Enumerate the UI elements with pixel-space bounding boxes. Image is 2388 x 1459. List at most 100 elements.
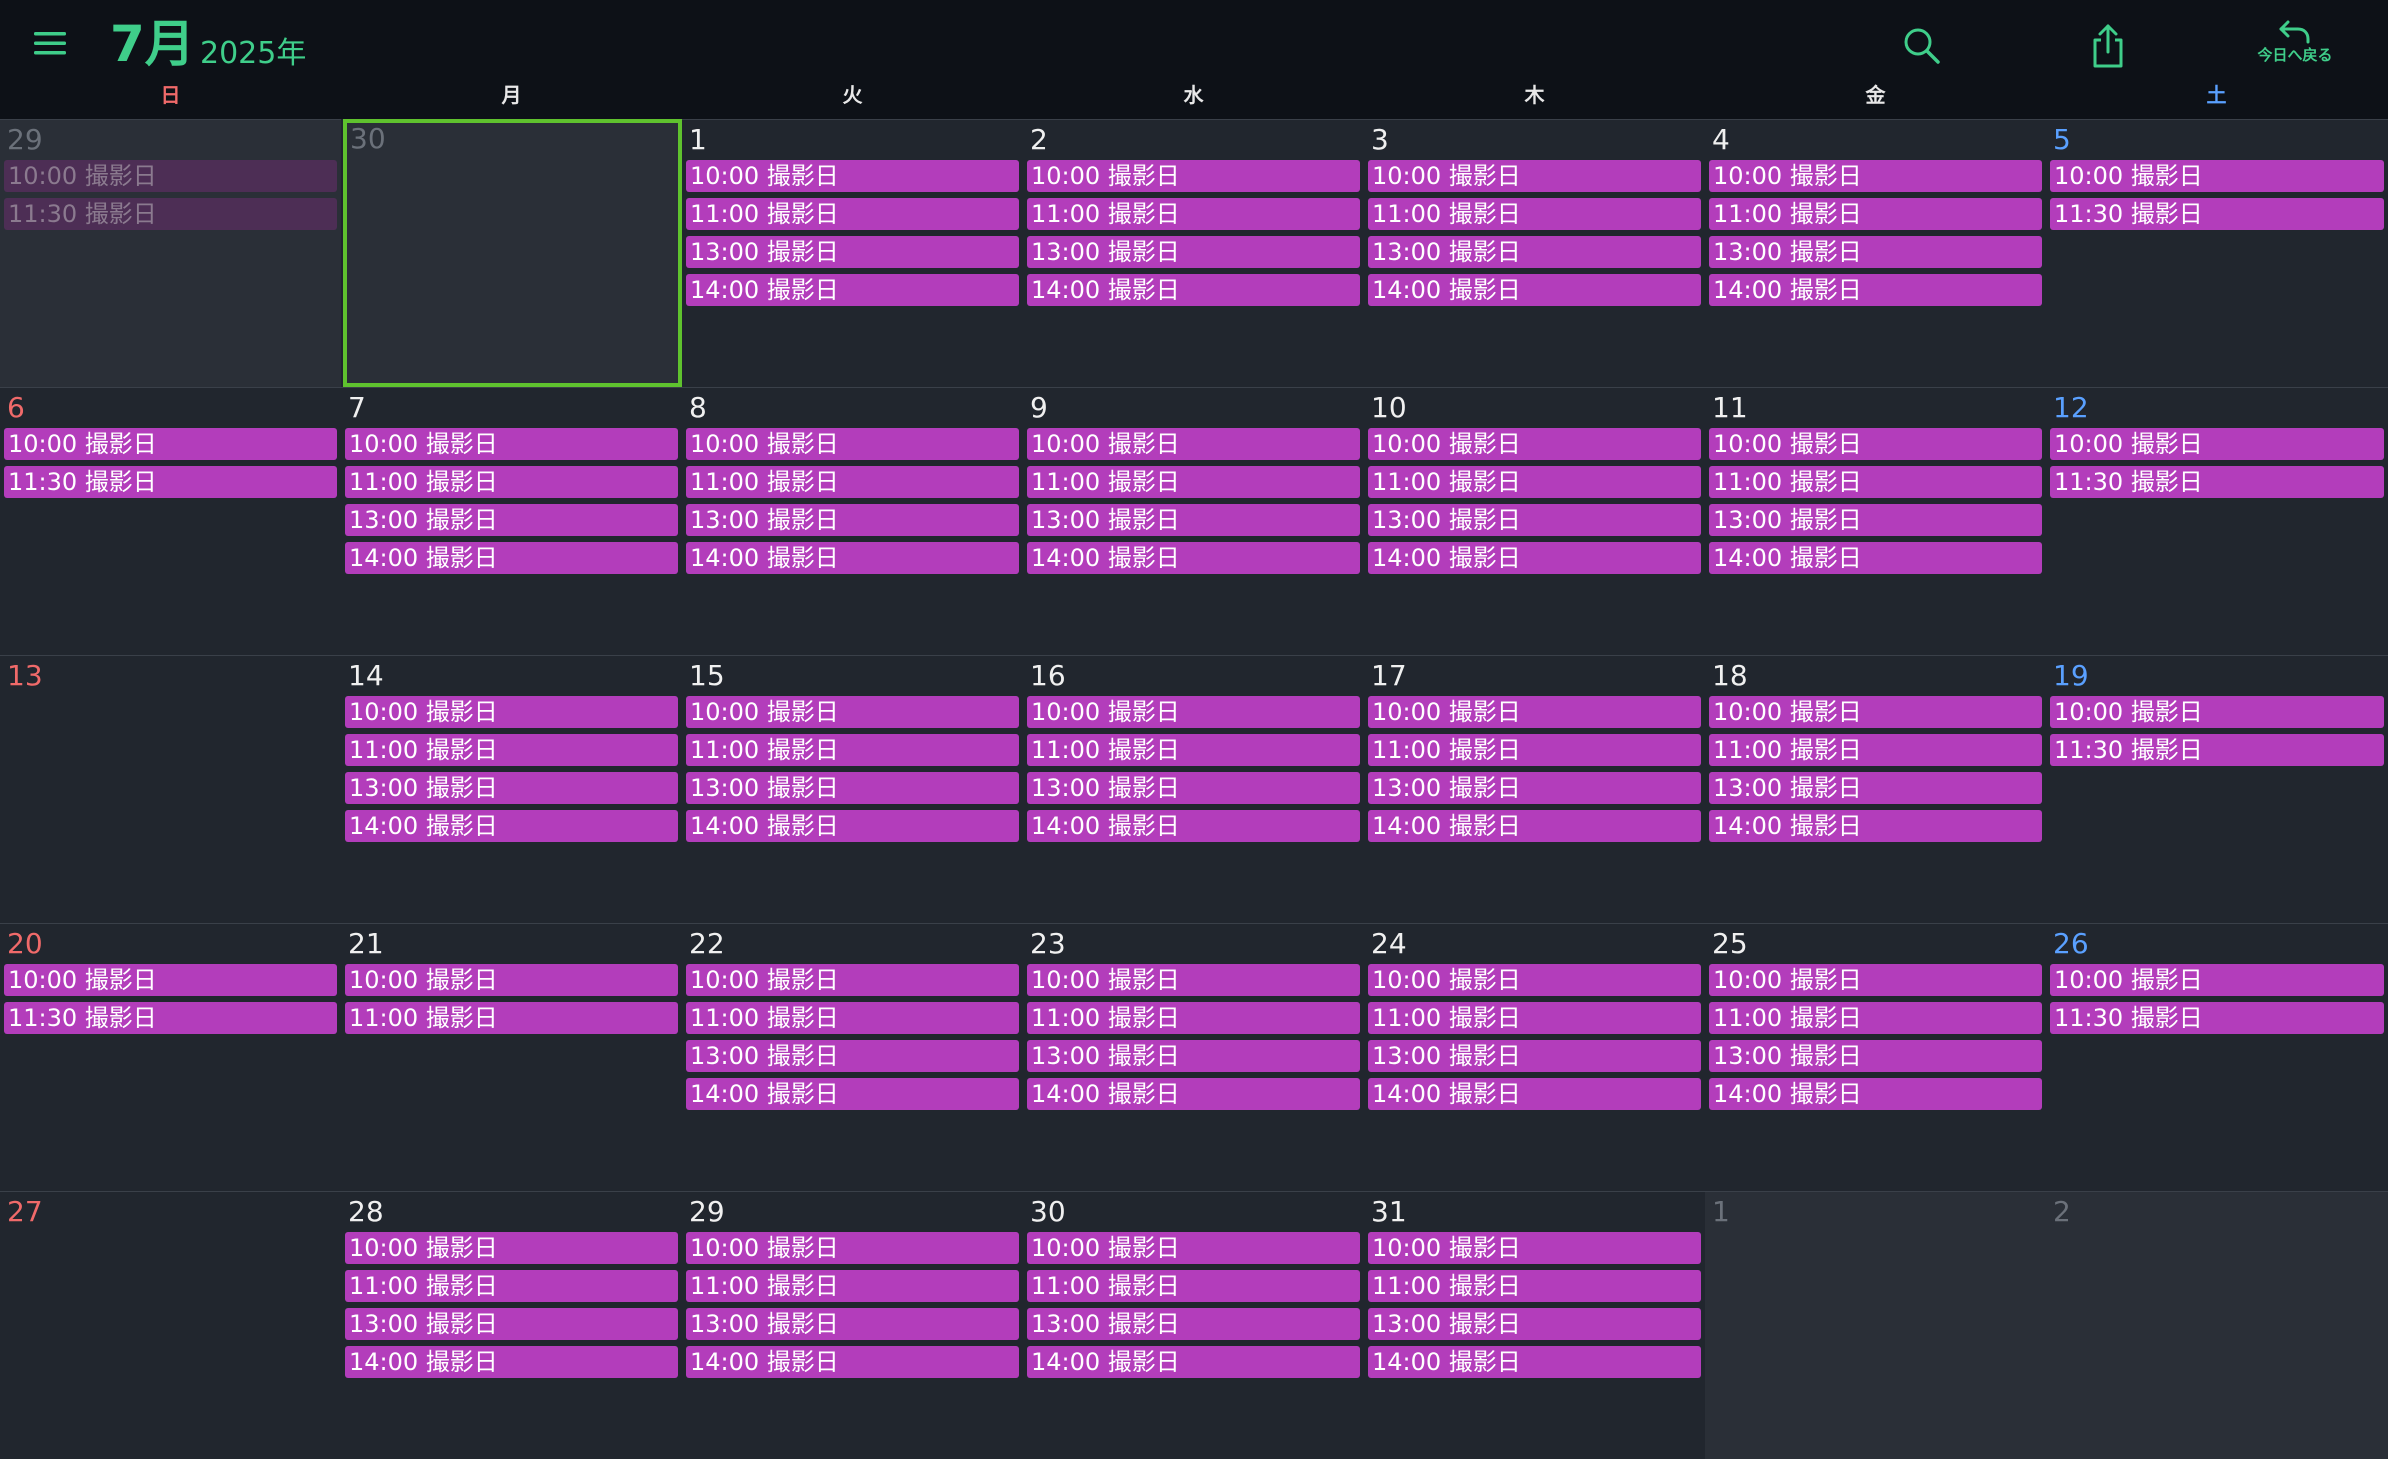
day-cell[interactable]: 25 10:00 撮影日 11:00 撮影日 13:00 撮影日 14:00 撮影日 — [1705, 923, 2046, 1191]
event-chip[interactable]: 11:00 撮影日 — [1027, 466, 1360, 498]
event-chip[interactable]: 10:00 撮影日 — [2050, 696, 2384, 728]
event-chip[interactable]: 13:00 撮影日 — [686, 1040, 1019, 1072]
event-chip[interactable]: 14:00 撮影日 — [345, 810, 678, 842]
event-chip[interactable]: 11:00 撮影日 — [1368, 198, 1701, 230]
day-cell[interactable]: 5 10:00 撮影日 11:30 撮影日 — [2046, 119, 2388, 387]
event-chip[interactable]: 10:00 撮影日 — [1368, 428, 1701, 460]
event-chip[interactable]: 10:00 撮影日 — [686, 696, 1019, 728]
event-chip[interactable]: 10:00 撮影日 — [345, 964, 678, 996]
day-cell[interactable]: 2 10:00 撮影日 11:00 撮影日 13:00 撮影日 14:00 撮影日 — [1023, 119, 1364, 387]
event-chip[interactable]: 10:00 撮影日 — [345, 428, 678, 460]
day-cell[interactable]: 21 10:00 撮影日 11:00 撮影日 — [341, 923, 682, 1191]
event-chip[interactable]: 11:00 撮影日 — [1368, 734, 1701, 766]
event-chip[interactable]: 11:00 撮影日 — [1027, 1270, 1360, 1302]
event-chip[interactable]: 14:00 撮影日 — [1368, 1078, 1701, 1110]
event-chip[interactable]: 13:00 撮影日 — [1368, 1040, 1701, 1072]
event-chip[interactable]: 11:30 撮影日 — [4, 198, 337, 230]
event-chip[interactable]: 13:00 撮影日 — [1368, 772, 1701, 804]
day-cell[interactable]: 1 — [1705, 1191, 2046, 1459]
share-icon[interactable] — [2088, 22, 2128, 70]
event-chip[interactable]: 14:00 撮影日 — [1709, 810, 2042, 842]
event-chip[interactable]: 14:00 撮影日 — [1709, 542, 2042, 574]
event-chip[interactable]: 10:00 撮影日 — [2050, 160, 2384, 192]
event-chip[interactable]: 10:00 撮影日 — [686, 964, 1019, 996]
hamburger-menu-icon[interactable] — [30, 26, 70, 60]
event-chip[interactable]: 11:00 撮影日 — [686, 198, 1019, 230]
day-cell[interactable]: 10 10:00 撮影日 11:00 撮影日 13:00 撮影日 14:00 撮影日 — [1364, 387, 1705, 655]
event-chip[interactable]: 11:30 撮影日 — [4, 1002, 337, 1034]
event-chip[interactable]: 13:00 撮影日 — [345, 772, 678, 804]
month-title[interactable]: 7月 — [110, 15, 195, 73]
event-chip[interactable]: 10:00 撮影日 — [1368, 696, 1701, 728]
day-cell[interactable]: 29 10:00 撮影日 11:30 撮影日 — [0, 119, 341, 387]
event-chip[interactable]: 11:00 撮影日 — [1709, 466, 2042, 498]
event-chip[interactable]: 14:00 撮影日 — [1368, 542, 1701, 574]
event-chip[interactable]: 10:00 撮影日 — [1709, 696, 2042, 728]
day-cell[interactable]: 22 10:00 撮影日 11:00 撮影日 13:00 撮影日 14:00 撮影日 — [682, 923, 1023, 1191]
event-chip[interactable]: 13:00 撮影日 — [345, 504, 678, 536]
day-cell[interactable]: 23 10:00 撮影日 11:00 撮影日 13:00 撮影日 14:00 撮影日 — [1023, 923, 1364, 1191]
event-chip[interactable]: 14:00 撮影日 — [1027, 1078, 1360, 1110]
day-cell[interactable]: 20 10:00 撮影日 11:30 撮影日 — [0, 923, 341, 1191]
day-cell[interactable]: 14 10:00 撮影日 11:00 撮影日 13:00 撮影日 14:00 撮影日 — [341, 655, 682, 923]
event-chip[interactable]: 10:00 撮影日 — [1709, 160, 2042, 192]
event-chip[interactable]: 14:00 撮影日 — [345, 1346, 678, 1378]
search-icon[interactable] — [1900, 24, 1944, 68]
day-cell[interactable]: 26 10:00 撮影日 11:30 撮影日 — [2046, 923, 2388, 1191]
event-chip[interactable]: 11:00 撮影日 — [1368, 1270, 1701, 1302]
day-cell[interactable]: 7 10:00 撮影日 11:00 撮影日 13:00 撮影日 14:00 撮影日 — [341, 387, 682, 655]
event-chip[interactable]: 10:00 撮影日 — [1709, 428, 2042, 460]
event-chip[interactable]: 14:00 撮影日 — [1027, 542, 1360, 574]
day-cell[interactable]: 31 10:00 撮影日 11:00 撮影日 13:00 撮影日 14:00 撮影日 — [1364, 1191, 1705, 1459]
day-cell[interactable]: 15 10:00 撮影日 11:00 撮影日 13:00 撮影日 14:00 撮影日 — [682, 655, 1023, 923]
event-chip[interactable]: 14:00 撮影日 — [1709, 274, 2042, 306]
event-chip[interactable]: 10:00 撮影日 — [1368, 1232, 1701, 1264]
event-chip[interactable]: 13:00 撮影日 — [686, 1308, 1019, 1340]
day-cell[interactable]: 13 — [0, 655, 341, 923]
event-chip[interactable]: 11:00 撮影日 — [686, 1002, 1019, 1034]
event-chip[interactable]: 14:00 撮影日 — [1027, 1346, 1360, 1378]
event-chip[interactable]: 11:00 撮影日 — [345, 1002, 678, 1034]
event-chip[interactable]: 10:00 撮影日 — [1027, 964, 1360, 996]
event-chip[interactable]: 11:00 撮影日 — [1709, 734, 2042, 766]
event-chip[interactable]: 11:00 撮影日 — [1027, 198, 1360, 230]
event-chip[interactable]: 10:00 撮影日 — [2050, 964, 2384, 996]
day-cell[interactable]: 12 10:00 撮影日 11:30 撮影日 — [2046, 387, 2388, 655]
event-chip[interactable]: 11:00 撮影日 — [1368, 1002, 1701, 1034]
event-chip[interactable]: 13:00 撮影日 — [1368, 504, 1701, 536]
day-cell[interactable]: 11 10:00 撮影日 11:00 撮影日 13:00 撮影日 14:00 撮影日 — [1705, 387, 2046, 655]
event-chip[interactable]: 10:00 撮影日 — [1027, 428, 1360, 460]
day-cell[interactable]: 17 10:00 撮影日 11:00 撮影日 13:00 撮影日 14:00 撮影日 — [1364, 655, 1705, 923]
event-chip[interactable]: 14:00 撮影日 — [1368, 1346, 1701, 1378]
day-cell[interactable]: 28 10:00 撮影日 11:00 撮影日 13:00 撮影日 14:00 撮影日 — [341, 1191, 682, 1459]
event-chip[interactable]: 11:30 撮影日 — [2050, 734, 2384, 766]
day-cell[interactable]: 8 10:00 撮影日 11:00 撮影日 13:00 撮影日 14:00 撮影日 — [682, 387, 1023, 655]
event-chip[interactable]: 14:00 撮影日 — [686, 1346, 1019, 1378]
event-chip[interactable]: 14:00 撮影日 — [1027, 810, 1360, 842]
event-chip[interactable]: 10:00 撮影日 — [686, 160, 1019, 192]
event-chip[interactable]: 11:00 撮影日 — [686, 734, 1019, 766]
day-cell[interactable]: 9 10:00 撮影日 11:00 撮影日 13:00 撮影日 14:00 撮影日 — [1023, 387, 1364, 655]
event-chip[interactable]: 11:30 撮影日 — [2050, 466, 2384, 498]
event-chip[interactable]: 10:00 撮影日 — [4, 964, 337, 996]
event-chip[interactable]: 11:00 撮影日 — [1027, 734, 1360, 766]
event-chip[interactable]: 10:00 撮影日 — [686, 428, 1019, 460]
event-chip[interactable]: 11:00 撮影日 — [1709, 198, 2042, 230]
event-chip[interactable]: 13:00 撮影日 — [1027, 1308, 1360, 1340]
event-chip[interactable]: 11:00 撮影日 — [345, 734, 678, 766]
event-chip[interactable]: 14:00 撮影日 — [686, 1078, 1019, 1110]
event-chip[interactable]: 13:00 撮影日 — [1027, 504, 1360, 536]
event-chip[interactable]: 11:00 撮影日 — [345, 466, 678, 498]
back-to-today-button[interactable]: 今日へ戻る — [2240, 18, 2350, 82]
event-chip[interactable]: 11:00 撮影日 — [1368, 466, 1701, 498]
event-chip[interactable]: 10:00 撮影日 — [2050, 428, 2384, 460]
event-chip[interactable]: 11:00 撮影日 — [686, 466, 1019, 498]
event-chip[interactable]: 13:00 撮影日 — [1027, 1040, 1360, 1072]
event-chip[interactable]: 14:00 撮影日 — [686, 274, 1019, 306]
event-chip[interactable]: 14:00 撮影日 — [1709, 1078, 2042, 1110]
event-chip[interactable]: 14:00 撮影日 — [686, 810, 1019, 842]
day-cell[interactable]: 3 10:00 撮影日 11:00 撮影日 13:00 撮影日 14:00 撮影日 — [1364, 119, 1705, 387]
event-chip[interactable]: 10:00 撮影日 — [345, 1232, 678, 1264]
event-chip[interactable]: 10:00 撮影日 — [1027, 160, 1360, 192]
event-chip[interactable]: 13:00 撮影日 — [1709, 504, 2042, 536]
